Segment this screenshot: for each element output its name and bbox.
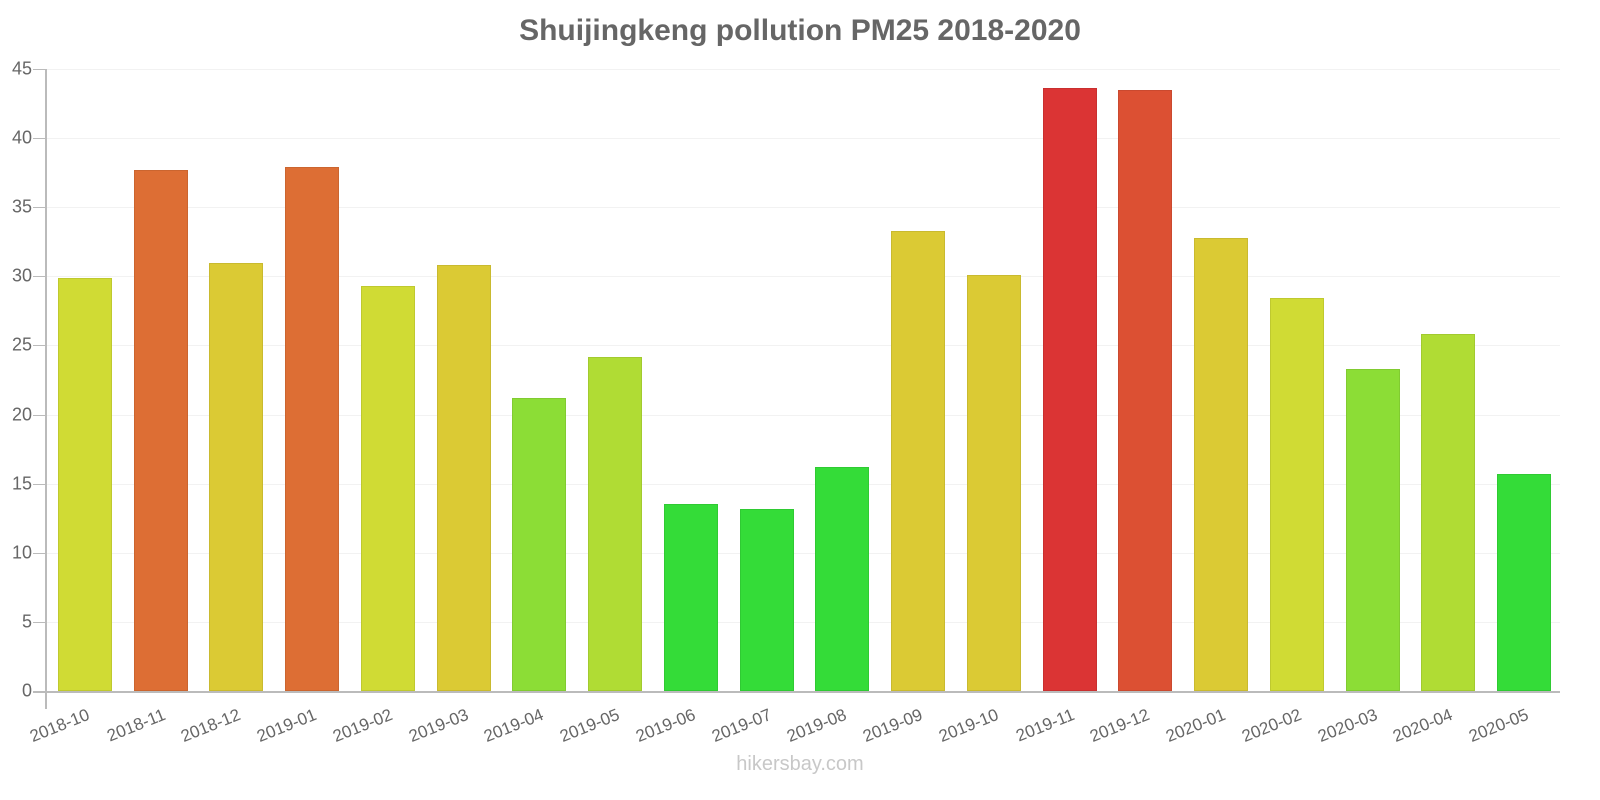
bar-2019-05 — [588, 356, 643, 691]
plot-area: 0 5 10 15 20 25 30 35 40 45 2018-10 2018-11 2018-12… — [12, 59, 1560, 746]
bar-2019-04 — [512, 397, 567, 691]
x-tick-label: 2019-01 — [254, 705, 320, 746]
bar-2019-07 — [739, 508, 794, 691]
x-tick-label: 2019-05 — [557, 705, 623, 746]
bar-2019-06 — [663, 504, 718, 691]
x-axis — [33, 691, 1560, 693]
x-tick-label: 2018-10 — [27, 705, 92, 746]
x-tick-label: 2019-09 — [860, 705, 926, 746]
x-tick-label: 2018-11 — [103, 705, 168, 746]
y-tick-mark — [33, 69, 45, 70]
y-tick-mark — [33, 207, 45, 209]
bar-2020-04 — [1421, 334, 1476, 691]
y-tick-label: 45 — [11, 58, 32, 79]
y-tick-mark — [33, 552, 45, 554]
y-tick-label: 5 — [21, 611, 32, 632]
x-tick-label: 2020-05 — [1466, 705, 1532, 746]
bar-2020-03 — [1345, 368, 1400, 691]
bar-2019-10 — [966, 274, 1021, 691]
y-tick-mark — [33, 138, 45, 140]
x-tick-label: 2020-02 — [1239, 705, 1304, 746]
bar-2019-11 — [1042, 88, 1097, 691]
bar-2020-02 — [1269, 298, 1324, 691]
gridline — [45, 345, 1560, 347]
bar-2019-02 — [360, 286, 415, 691]
y-tick-label: 10 — [11, 542, 32, 563]
gridline — [45, 414, 1560, 416]
chart-title: Shuijingkeng pollution PM25 2018-2020 — [519, 14, 1081, 47]
bar-2019-08 — [815, 467, 870, 691]
y-tick-label: 20 — [11, 404, 32, 425]
y-tick-label: 0 — [21, 680, 32, 701]
x-tick-label: 2020-04 — [1390, 705, 1456, 746]
gridline — [45, 621, 1560, 623]
bar-2018-12 — [209, 262, 264, 691]
y-tick-mark — [33, 276, 45, 278]
gridline — [45, 276, 1560, 278]
y-tick-mark — [33, 621, 45, 623]
x-tick-label: 2019-04 — [481, 705, 547, 746]
bar-2019-01 — [285, 167, 340, 691]
gridline — [45, 138, 1560, 140]
y-tick-label: 25 — [11, 334, 32, 355]
y-tick-label: 15 — [11, 473, 32, 494]
bar-2019-12 — [1118, 89, 1173, 691]
y-axis — [45, 69, 47, 709]
x-tick-label: 2019-08 — [784, 705, 850, 746]
x-tick-label: 2019-03 — [405, 705, 471, 746]
x-tick-label: 2020-01 — [1163, 705, 1229, 746]
y-tick-label: 40 — [11, 127, 32, 148]
y-tick-mark — [33, 483, 45, 485]
gridline — [45, 69, 1560, 70]
gridline — [45, 552, 1560, 554]
bar-2020-01 — [1194, 237, 1249, 691]
y-tick-label: 30 — [11, 265, 32, 286]
bar-2018-10 — [57, 277, 112, 691]
y-tick-label: 35 — [11, 196, 32, 217]
bar-2019-09 — [891, 230, 946, 691]
x-tick-label: 2018-12 — [178, 705, 244, 746]
gridline — [45, 207, 1560, 209]
bar-2020-05 — [1497, 474, 1552, 691]
gridline — [45, 483, 1560, 485]
x-tick-label: 2020-03 — [1314, 705, 1380, 746]
x-tick-label: 2019-02 — [330, 705, 395, 746]
y-tick-mark — [33, 345, 45, 347]
bar-2018-11 — [133, 169, 188, 691]
x-tick-label: 2019-06 — [633, 705, 698, 746]
x-tick-label: 2019-07 — [708, 705, 774, 746]
x-tick-label: 2019-11 — [1012, 705, 1077, 746]
bar-2019-03 — [436, 265, 491, 691]
x-tick-label: 2019-12 — [1087, 705, 1153, 746]
y-tick-mark — [33, 414, 45, 416]
x-tick-label: 2019-10 — [936, 705, 1001, 746]
watermark: hikersbay.com — [736, 753, 864, 775]
